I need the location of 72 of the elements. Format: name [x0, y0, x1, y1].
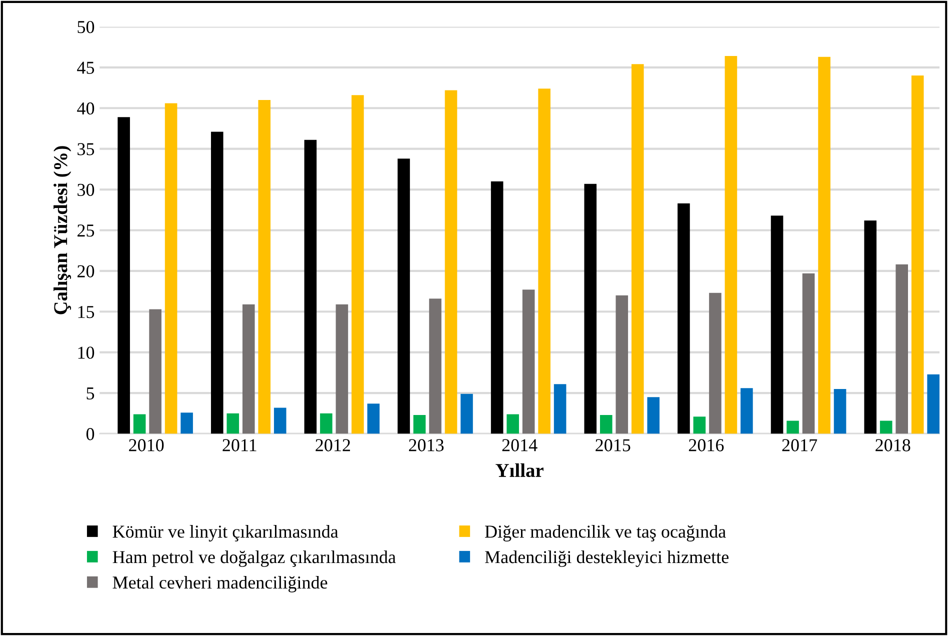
x-tick-label: 2010 [129, 439, 164, 452]
y-tick-label: 30 [78, 184, 94, 196]
bar [864, 220, 877, 434]
bar [631, 64, 644, 434]
x-tick-label: 2016 [688, 439, 724, 452]
bar [506, 414, 519, 434]
x-tick-label: 2013 [408, 439, 444, 452]
y-tick-label: 0 [86, 428, 94, 440]
bar [600, 415, 612, 434]
bar [304, 140, 317, 434]
bar [180, 412, 193, 434]
bar [802, 273, 815, 434]
x-tick-label: 2012 [316, 439, 350, 452]
legend-label: Metal cevheri madenciliğinde [112, 576, 328, 592]
bar [274, 408, 286, 434]
bar [490, 181, 504, 434]
legend-label: Madenciliği destekleyici hizmette [485, 550, 729, 567]
bar [320, 413, 332, 434]
bar [911, 76, 924, 434]
bar [242, 304, 255, 434]
bar [927, 374, 940, 434]
bar [226, 413, 240, 434]
bar [164, 103, 178, 434]
bar [818, 56, 830, 434]
y-tick-label: 5 [86, 387, 94, 400]
bar [398, 158, 410, 434]
bar [834, 388, 846, 434]
bar [429, 298, 442, 434]
bar [724, 56, 738, 434]
bar [538, 88, 550, 434]
bar [770, 216, 784, 434]
bar [118, 117, 130, 434]
x-tick-label: 2018 [876, 439, 910, 452]
y-tick-label: 25 [78, 224, 94, 237]
bar [367, 404, 380, 434]
bar [647, 397, 660, 434]
bar [133, 414, 146, 434]
x-tick-label: 2011 [222, 439, 256, 452]
bar [584, 184, 597, 434]
y-tick-label: 15 [78, 306, 94, 318]
y-tick-label: 40 [77, 102, 94, 115]
bar [413, 415, 426, 434]
bar [210, 132, 224, 434]
bar [352, 95, 364, 434]
bar [522, 290, 535, 434]
x-tick-label: 2014 [502, 439, 538, 452]
legend-label: Kömür ve linyit çıkarılmasında [112, 525, 338, 542]
bar [896, 264, 908, 434]
y-tick-label: 10 [78, 346, 94, 359]
bar [678, 203, 690, 434]
bar [709, 292, 722, 434]
bar [460, 394, 473, 434]
bar [693, 416, 706, 434]
bar [616, 295, 628, 434]
legend-label: Diğer madencilik ve taş ocağında [485, 525, 726, 542]
y-tick-label: 35 [78, 143, 94, 156]
legend-label: Ham petrol ve doğalgaz çıkarılmasında [112, 550, 396, 567]
bar [880, 420, 892, 434]
bar [786, 420, 799, 434]
bar [149, 309, 162, 434]
x-axis-title: Yıllar [496, 463, 544, 478]
bar [740, 388, 753, 434]
y-axis-title: Çalışan Yüzdesi (%) [54, 146, 72, 314]
x-tick-label: 2015 [596, 439, 630, 452]
bar [258, 100, 271, 434]
y-tick-label: 50 [78, 20, 94, 34]
y-tick-label: 45 [77, 62, 94, 74]
bar [336, 304, 348, 434]
x-tick-label: 2017 [782, 439, 818, 452]
bar [444, 90, 458, 434]
bar [554, 384, 566, 434]
y-tick-label: 20 [78, 265, 94, 278]
